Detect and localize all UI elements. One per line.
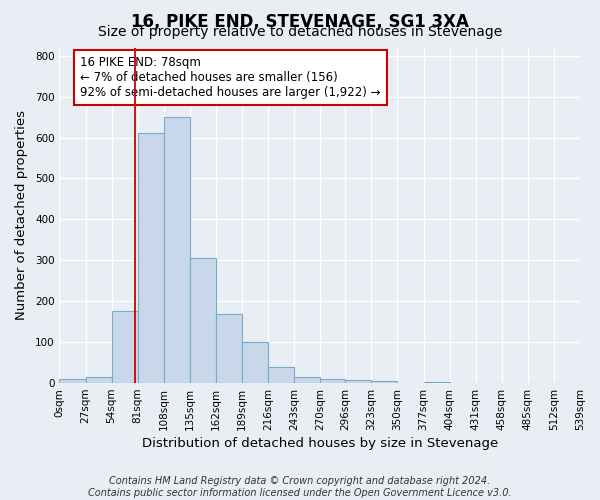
Bar [164, 117, 190, 383]
Text: Contains HM Land Registry data © Crown copyright and database right 2024.
Contai: Contains HM Land Registry data © Crown c… [88, 476, 512, 498]
Bar [59, 379, 86, 383]
Bar [190, 258, 216, 383]
Bar [216, 314, 242, 383]
Y-axis label: Number of detached properties: Number of detached properties [15, 110, 28, 320]
Bar [112, 312, 137, 383]
Text: 16, PIKE END, STEVENAGE, SG1 3XA: 16, PIKE END, STEVENAGE, SG1 3XA [131, 12, 469, 30]
Bar [242, 342, 268, 383]
Bar [320, 379, 346, 383]
X-axis label: Distribution of detached houses by size in Stevenage: Distribution of detached houses by size … [142, 437, 498, 450]
Bar [371, 381, 397, 383]
Text: Size of property relative to detached houses in Stevenage: Size of property relative to detached ho… [98, 25, 502, 39]
Bar [424, 382, 449, 383]
Bar [268, 366, 294, 383]
Bar [86, 377, 112, 383]
Bar [346, 380, 371, 383]
Bar [294, 377, 320, 383]
Bar [137, 134, 164, 383]
Text: 16 PIKE END: 78sqm
← 7% of detached houses are smaller (156)
92% of semi-detache: 16 PIKE END: 78sqm ← 7% of detached hous… [80, 56, 381, 99]
